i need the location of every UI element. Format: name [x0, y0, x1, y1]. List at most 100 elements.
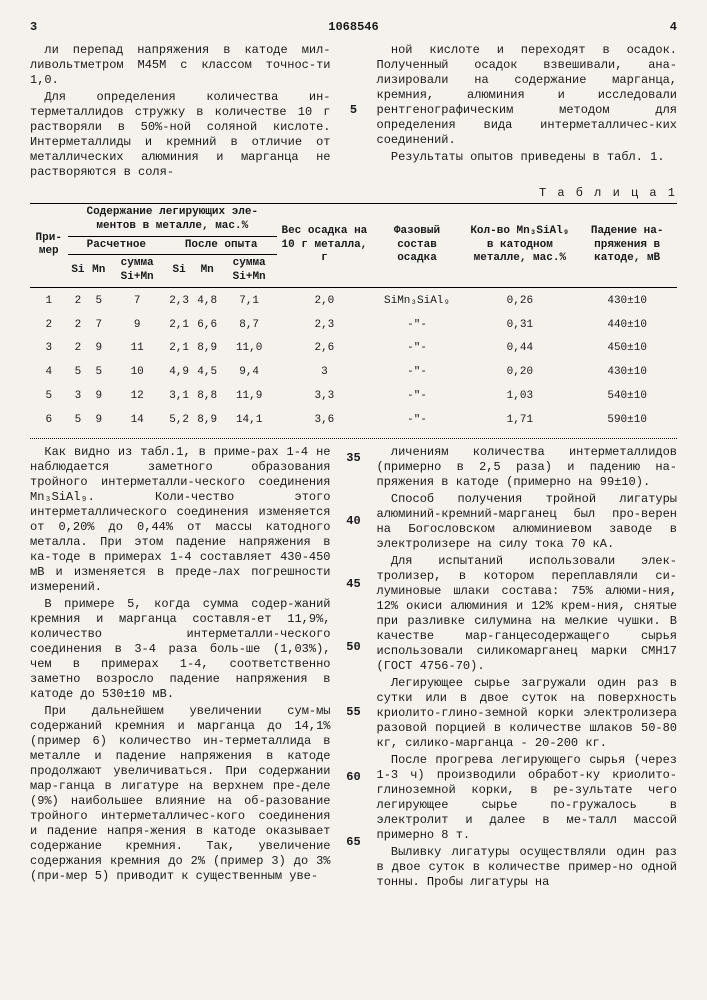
- page-header: 3 1068546 4: [30, 20, 677, 35]
- table-row: 12572,34,87,12,0SiMn₃SiAl₉0,26430±10: [30, 290, 677, 314]
- table-cell: 3: [68, 385, 89, 409]
- line-number-gutter: 35404550556065: [345, 445, 363, 892]
- table-cell: 2,6: [277, 337, 372, 361]
- document-number: 1068546: [37, 20, 670, 35]
- table-cell: 3: [277, 361, 372, 385]
- table-cell: 8,9: [193, 337, 221, 361]
- table-cell: 590±10: [577, 409, 677, 433]
- body-para: Как видно из табл.1, в приме-рах 1-4 не …: [30, 445, 331, 595]
- line-number: 5: [345, 103, 363, 118]
- table-cell: 2,1: [165, 337, 193, 361]
- col-subheader: Расчетное: [68, 236, 166, 255]
- line-number-gutter: 5: [345, 43, 363, 182]
- body-para: В примере 5, когда сумма содер-жаний кре…: [30, 597, 331, 702]
- table-cell: 2: [68, 314, 89, 338]
- table-cell: 12: [109, 385, 165, 409]
- table-cell: 8,8: [193, 385, 221, 409]
- col-subheader: Si: [165, 255, 193, 288]
- intro-right-column: ной кислоте и переходят в осадок. Получе…: [377, 43, 678, 182]
- table-cell: 4,9: [165, 361, 193, 385]
- body-para: Для испытаний использовали элек-тролизер…: [377, 554, 678, 674]
- table-cell: 1,03: [462, 385, 577, 409]
- table-cell: 8,7: [221, 314, 277, 338]
- table-cell: 2,1: [165, 314, 193, 338]
- table-cell: 3,6: [277, 409, 372, 433]
- col-header: Фазовый состав осадка: [372, 204, 463, 288]
- table-cell: 440±10: [577, 314, 677, 338]
- table-cell: 5: [88, 290, 109, 314]
- intro-columns: ли перепад напряжения в катоде мил-ливол…: [30, 43, 677, 182]
- col-subheader: сумма Si+Mn: [221, 255, 277, 288]
- table-cell: -"-: [372, 361, 463, 385]
- table-cell: 9: [109, 314, 165, 338]
- table-cell: 2: [30, 314, 68, 338]
- table-cell: 1: [30, 290, 68, 314]
- line-number: 45: [345, 577, 363, 592]
- table-cell: 3,3: [277, 385, 372, 409]
- table-cell: 14,1: [221, 409, 277, 433]
- table-cell: 9,4: [221, 361, 277, 385]
- table-cell: 5,2: [165, 409, 193, 433]
- table-cell: 2,3: [165, 290, 193, 314]
- body-para: Выливку лигатуры осуществляли один раз в…: [377, 845, 678, 890]
- table-cell: -"-: [372, 314, 463, 338]
- intro-para: ли перепад напряжения в катоде мил-ливол…: [30, 43, 331, 88]
- table-cell: 7,1: [221, 290, 277, 314]
- col-header: Кол-во Mn₃SiAl₉ в катодном металле, мас.…: [462, 204, 577, 288]
- table-cell: 6: [30, 409, 68, 433]
- table-cell: 430±10: [577, 290, 677, 314]
- table-cell: 11: [109, 337, 165, 361]
- table-cell: 4,5: [193, 361, 221, 385]
- table-cell: 5: [68, 361, 89, 385]
- table-cell: 10: [109, 361, 165, 385]
- table-cell: 5: [88, 361, 109, 385]
- table-cell: 9: [88, 337, 109, 361]
- table-cell: 5: [68, 409, 89, 433]
- col-header: Вес осадка на 10 г металла, г: [277, 204, 372, 288]
- col-subheader: сумма Si+Mn: [109, 255, 165, 288]
- body-columns: Как видно из табл.1, в приме-рах 1-4 не …: [30, 445, 677, 892]
- table-cell: 11,0: [221, 337, 277, 361]
- body-para: Легирующее сырье загружали один раз в су…: [377, 676, 678, 751]
- table-cell: 2,3: [277, 314, 372, 338]
- table-cell: 4,8: [193, 290, 221, 314]
- col-header: Падение на-пряжения в катоде, мВ: [577, 204, 677, 288]
- intro-para: ной кислоте и переходят в осадок. Получе…: [377, 43, 678, 148]
- table-cell: 540±10: [577, 385, 677, 409]
- table-caption: Т а б л и ц а 1: [30, 186, 677, 201]
- table-cell: 450±10: [577, 337, 677, 361]
- table-row: 539123,18,811,93,3-"-1,03540±10: [30, 385, 677, 409]
- table-cell: 2: [68, 290, 89, 314]
- table-cell: 4: [30, 361, 68, 385]
- table-cell: SiMn₃SiAl₉: [372, 290, 463, 314]
- table-row: 659145,28,914,13,6-"-1,71590±10: [30, 409, 677, 433]
- intro-para: Результаты опытов приведены в табл. 1.: [377, 150, 678, 165]
- body-para: После прогрева легирующего сырья (через …: [377, 753, 678, 843]
- page-num-left: 3: [30, 20, 37, 35]
- col-subheader: После опыта: [165, 236, 277, 255]
- table-cell: 0,31: [462, 314, 577, 338]
- data-table: При-мер Содержание легирующих эле-ментов…: [30, 203, 677, 432]
- intro-para: Для определения количества ин-терметалли…: [30, 90, 331, 180]
- body-para: личениям количества интерметаллидов (при…: [377, 445, 678, 490]
- line-number: 55: [345, 705, 363, 720]
- line-number: 65: [345, 835, 363, 850]
- table-cell: 6,6: [193, 314, 221, 338]
- table-cell: -"-: [372, 409, 463, 433]
- col-header: Содержание легирующих эле-ментов в метал…: [68, 204, 278, 237]
- col-header: При-мер: [30, 204, 68, 288]
- line-number: 35: [345, 451, 363, 466]
- table-cell: 2: [68, 337, 89, 361]
- table-row: 22792,16,68,72,3-"-0,31440±10: [30, 314, 677, 338]
- table-cell: -"-: [372, 337, 463, 361]
- body-right-column: личениям количества интерметаллидов (при…: [377, 445, 678, 892]
- table-cell: 8,9: [193, 409, 221, 433]
- table-cell: 11,9: [221, 385, 277, 409]
- line-number: 40: [345, 514, 363, 529]
- col-subheader: Mn: [193, 255, 221, 288]
- table-cell: 430±10: [577, 361, 677, 385]
- table-cell: 3,1: [165, 385, 193, 409]
- table-cell: 0,44: [462, 337, 577, 361]
- table-cell: 2,0: [277, 290, 372, 314]
- table-cell: 7: [109, 290, 165, 314]
